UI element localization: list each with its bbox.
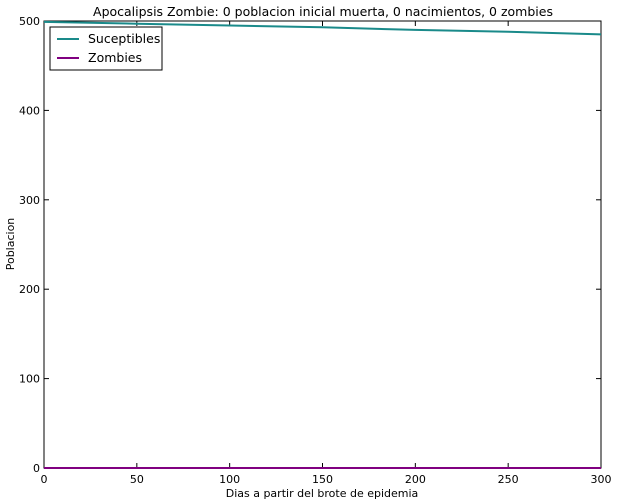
- x-tick-label: 300: [591, 473, 612, 486]
- y-tick-label: 300: [19, 194, 40, 207]
- x-tick-label: 50: [130, 473, 144, 486]
- chart-title: Apocalipsis Zombie: 0 poblacion inicial …: [93, 4, 553, 19]
- legend-label-suceptibles: Suceptibles: [88, 31, 160, 46]
- x-axis: 0 50 100 150 200 250 300: [41, 21, 612, 486]
- y-tick-label: 0: [33, 462, 40, 475]
- plot-area: [43, 20, 602, 469]
- legend-label-zombies: Zombies: [88, 50, 142, 65]
- y-axis: 0 100 200 300 400 500: [19, 15, 601, 475]
- y-tick-label: 400: [19, 104, 40, 117]
- x-tick-label: 250: [498, 473, 519, 486]
- x-tick-label: 150: [312, 473, 333, 486]
- series-line-suceptibles: [43, 20, 602, 36]
- y-tick-label: 500: [19, 15, 40, 28]
- legend: Suceptibles Zombies: [49, 26, 163, 71]
- x-tick-label: 200: [405, 473, 426, 486]
- plot-frame: [43, 20, 602, 469]
- x-tick-label: 100: [219, 473, 240, 486]
- y-axis-label: Poblacion: [4, 218, 17, 271]
- series-lines: [43, 20, 602, 469]
- y-tick-label: 200: [19, 283, 40, 296]
- x-tick-label: 0: [41, 473, 48, 486]
- x-axis-label: Dias a partir del brote de epidemia: [226, 487, 419, 500]
- legend-frame: [49, 26, 163, 71]
- y-tick-label: 100: [19, 373, 40, 386]
